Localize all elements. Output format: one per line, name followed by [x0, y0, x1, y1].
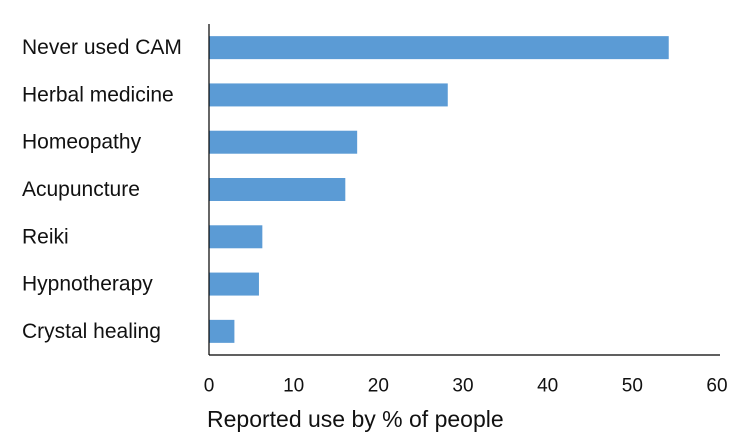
category-label-crystal-healing: Crystal healing: [22, 320, 161, 343]
bars-group: [209, 36, 669, 343]
x-tick-label: 40: [537, 376, 558, 397]
category-label-hypnotherapy: Hypnotherapy: [22, 273, 153, 296]
x-tick-labels: 0 10 20 30 40 50 60: [204, 376, 728, 397]
x-tick-label: 60: [706, 376, 727, 397]
bar-crystal-healing: [209, 319, 235, 343]
x-tick-label: 0: [204, 376, 215, 397]
bar-homeopathy: [209, 130, 358, 154]
x-tick-label: 30: [452, 376, 473, 397]
x-tick-label: 50: [622, 376, 643, 397]
bar-herbal-medicine: [209, 83, 448, 107]
category-label-never-used-cam: Never used CAM: [22, 36, 182, 59]
category-label-reiki: Reiki: [22, 225, 69, 248]
category-labels: Never used CAM Herbal medicine Homeopathy A…: [22, 36, 182, 343]
bar-hypnotherapy: [209, 272, 259, 296]
x-tick-label: 10: [283, 376, 304, 397]
bar-never-used-cam: [209, 36, 669, 60]
category-label-homeopathy: Homeopathy: [22, 131, 142, 154]
bar-acupuncture: [209, 178, 346, 201]
bar-reiki: [209, 225, 263, 249]
x-axis-title: Reported use by % of people: [207, 406, 504, 432]
category-label-acupuncture: Acupuncture: [22, 178, 140, 201]
category-label-herbal-medicine: Herbal medicine: [22, 83, 174, 106]
x-tick-label: 20: [368, 376, 389, 397]
